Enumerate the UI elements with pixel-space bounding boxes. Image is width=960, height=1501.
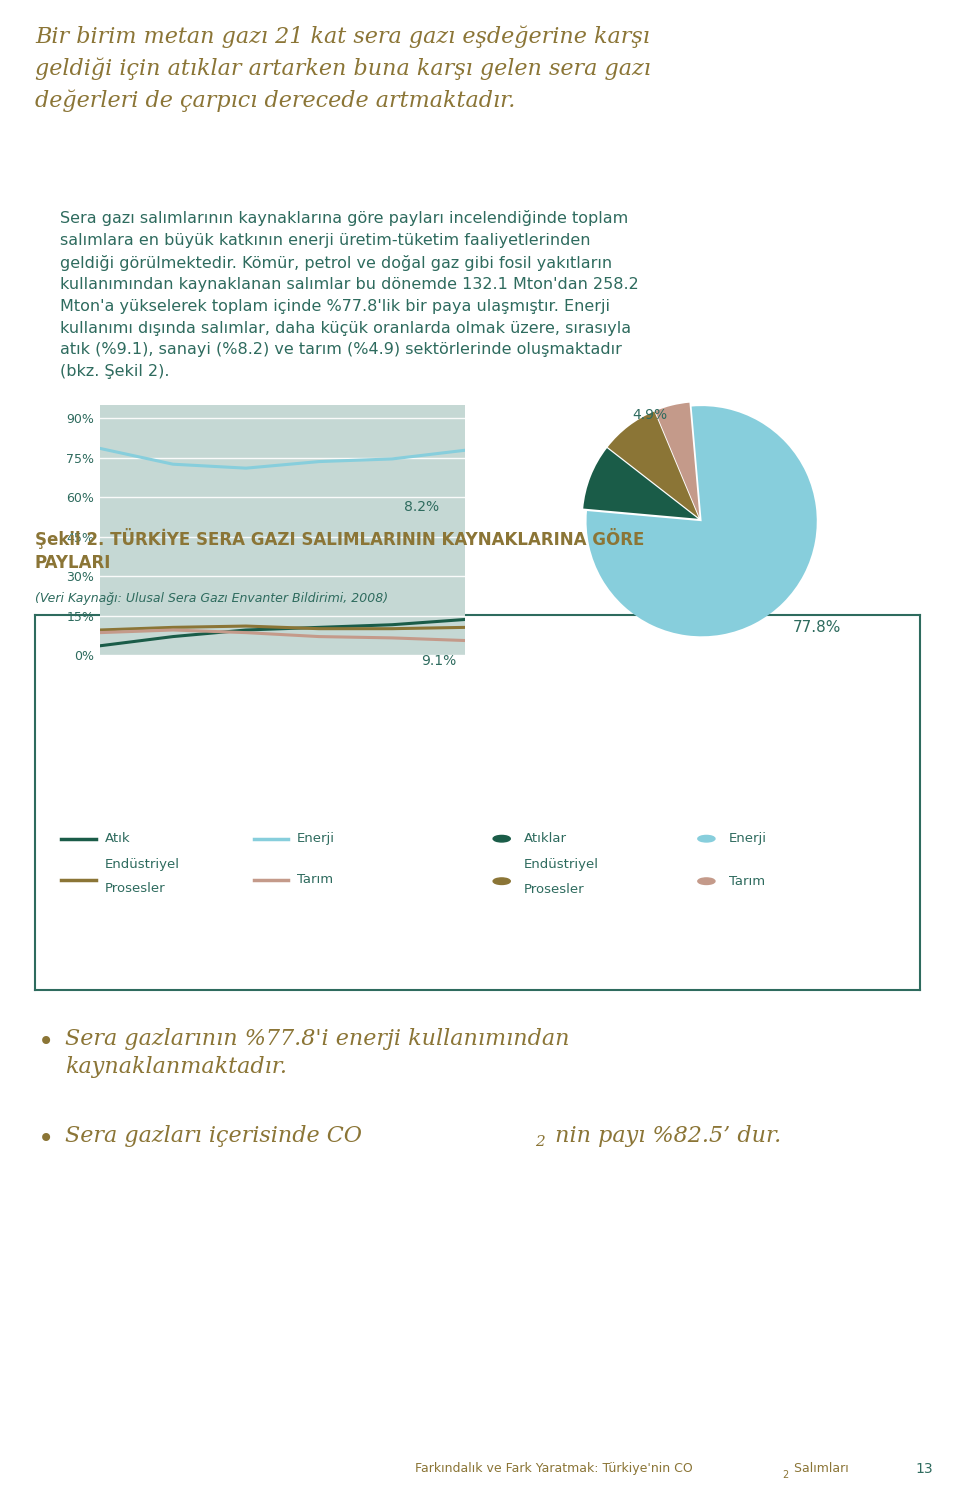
Text: Tarım: Tarım bbox=[298, 874, 333, 886]
Text: Prosesler: Prosesler bbox=[524, 883, 585, 896]
Text: 2006: 2006 bbox=[675, 590, 721, 608]
Text: Tarım: Tarım bbox=[729, 875, 765, 887]
Text: 9.1%: 9.1% bbox=[421, 654, 456, 668]
Text: •: • bbox=[38, 1126, 55, 1153]
Text: Farkındalık ve Fark Yaratmak: Türkiye'nin CO: Farkındalık ve Fark Yaratmak: Türkiye'ni… bbox=[415, 1462, 693, 1475]
Wedge shape bbox=[587, 407, 817, 636]
Text: Atık: Atık bbox=[105, 832, 131, 845]
Text: Endüstriyel: Endüstriyel bbox=[105, 857, 180, 871]
Text: Atıklar: Atıklar bbox=[524, 832, 567, 845]
Text: nin payı %82.5’ dur.: nin payı %82.5’ dur. bbox=[548, 1126, 781, 1147]
Text: Şekil 2. TÜRKİYE SERA GAZI SALIMLARININ KAYNAKLARINA GÖRE
PAYLARI: Şekil 2. TÜRKİYE SERA GAZI SALIMLARININ … bbox=[35, 528, 644, 572]
Text: Sera gazları içerisinde CO: Sera gazları içerisinde CO bbox=[65, 1126, 362, 1147]
Text: 2: 2 bbox=[535, 1135, 544, 1148]
Ellipse shape bbox=[493, 878, 511, 884]
Text: 13: 13 bbox=[915, 1462, 932, 1475]
Text: 1990   1993   1996   1999   2002   2005: 1990 1993 1996 1999 2002 2005 bbox=[101, 591, 406, 605]
Wedge shape bbox=[608, 411, 699, 518]
Text: Prosesler: Prosesler bbox=[105, 881, 165, 895]
Text: 8.2%: 8.2% bbox=[404, 500, 440, 513]
Text: Sera gazlarının %77.8'i enerji kullanımından
kaynaklanmaktadır.: Sera gazlarının %77.8'i enerji kullanımı… bbox=[65, 1028, 569, 1078]
Text: Enerji: Enerji bbox=[729, 832, 767, 845]
Wedge shape bbox=[655, 402, 700, 518]
Wedge shape bbox=[584, 449, 698, 519]
Text: •: • bbox=[38, 1028, 55, 1057]
Text: Enerji: Enerji bbox=[298, 832, 335, 845]
Text: Bir birim metan gazı 21 kat sera gazı eşdeğerine karşı
geldiği için atıklar arta: Bir birim metan gazı 21 kat sera gazı eş… bbox=[35, 26, 651, 111]
Text: (Veri Kaynağı: Ulusal Sera Gazı Envanter Bildirimi, 2008): (Veri Kaynağı: Ulusal Sera Gazı Envanter… bbox=[35, 591, 388, 605]
Ellipse shape bbox=[698, 836, 715, 842]
Text: 77.8%: 77.8% bbox=[792, 620, 841, 635]
Text: 2: 2 bbox=[782, 1469, 788, 1480]
Text: Salımları: Salımları bbox=[790, 1462, 849, 1475]
Ellipse shape bbox=[698, 878, 715, 884]
Text: Endüstriyel: Endüstriyel bbox=[524, 857, 599, 871]
Text: Sera gazı salımlarının kaynaklarına göre payları incelendiğinde toplam
salımlara: Sera gazı salımlarının kaynaklarına göre… bbox=[60, 210, 638, 378]
Ellipse shape bbox=[493, 836, 511, 842]
Text: 4.9%: 4.9% bbox=[632, 408, 667, 422]
